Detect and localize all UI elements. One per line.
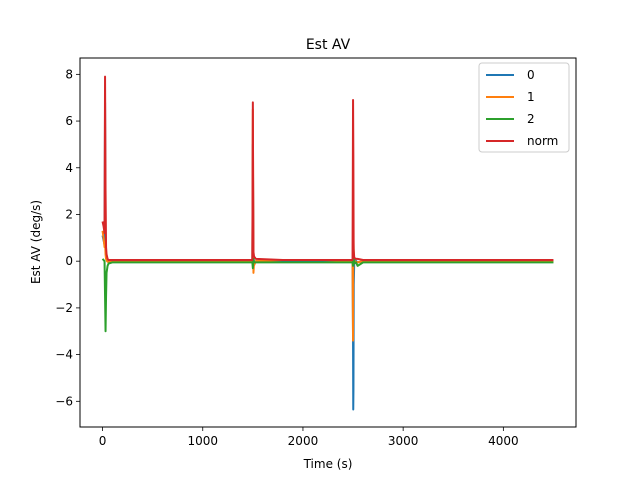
legend: 0 1 2 norm [478, 62, 570, 153]
x-tick-label-1: 1000 [187, 434, 218, 448]
x-tick-label-3: 3000 [388, 434, 419, 448]
legend-entries: 0 1 2 norm [486, 68, 558, 148]
y-tick-label-5: 4 [65, 161, 73, 175]
y-tick-label-0: −6 [55, 394, 73, 408]
y-tick-label-1: −4 [55, 348, 73, 362]
axes-frame [79, 57, 577, 428]
y-tick-label-4: 2 [65, 207, 73, 221]
legend-label-1: 1 [527, 90, 535, 104]
series-line-3 [101, 75, 554, 262]
y-tick-label-7: 8 [65, 67, 73, 81]
legend-label-3: norm [527, 134, 558, 148]
y-tick-label-3: 0 [65, 254, 73, 268]
y-tick-label-6: 6 [65, 114, 73, 128]
x-axis-label: Time (s) [303, 457, 353, 471]
legend-box [478, 62, 570, 153]
chart-title: Est AV [306, 37, 351, 53]
legend-label-0: 0 [527, 68, 535, 82]
y-axis-ticks: −6 −4 −2 0 2 4 6 8 [55, 67, 80, 408]
plot-area [79, 57, 577, 428]
y-tick-label-2: −2 [55, 301, 73, 315]
x-tick-label-0: 0 [99, 434, 107, 448]
series-line-1 [101, 108, 554, 342]
x-tick-label-2: 2000 [288, 434, 319, 448]
x-tick-label-4: 4000 [488, 434, 519, 448]
y-axis-label: Est AV (deg/s) [29, 200, 43, 284]
x-axis-ticks: 0 1000 2000 3000 4000 [99, 427, 519, 448]
series-line-2 [101, 229, 554, 333]
legend-label-2: 2 [527, 112, 535, 126]
series-group [101, 75, 554, 411]
